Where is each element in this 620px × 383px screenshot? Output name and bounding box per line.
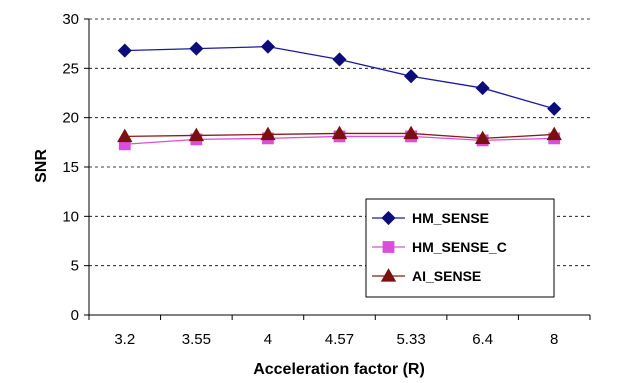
x-tick-label: 6.4 <box>472 331 493 348</box>
series-ai-sense <box>117 125 562 145</box>
x-tick-label: 3.2 <box>114 331 135 348</box>
legend-swatch-marker <box>382 241 395 253</box>
data-point-marker <box>475 81 490 96</box>
series-hm-sense <box>117 39 562 116</box>
y-axis-ticks: 0 5 10 15 20 25 30 <box>62 11 89 324</box>
data-point-marker <box>260 39 275 54</box>
x-axis-title: Acceleration factor (R) <box>253 361 425 378</box>
data-point-marker <box>546 126 562 141</box>
legend-label: AI_SENSE <box>412 268 481 284</box>
y-tick-label: 10 <box>62 208 79 225</box>
data-point-marker <box>404 69 419 84</box>
data-point-marker <box>188 127 205 142</box>
x-tick-label: 4.57 <box>325 331 354 348</box>
x-axis-ticks: 3.2 3.55 4 4.57 5.33 6.4 8 <box>88 315 591 348</box>
y-axis-title: SNR <box>33 149 50 183</box>
y-tick-label: 25 <box>62 60 79 77</box>
data-point-marker <box>117 43 132 58</box>
y-tick-label: 30 <box>62 11 79 28</box>
x-tick-label: 3.55 <box>182 331 211 348</box>
data-point-marker <box>117 128 133 143</box>
data-point-marker <box>547 101 562 116</box>
legend-swatch-marker <box>380 268 397 282</box>
y-tick-label: 15 <box>62 159 79 176</box>
legend-label: HM_SENSE_C <box>412 239 507 255</box>
y-tick-label: 0 <box>71 307 79 324</box>
legend-swatch-marker <box>381 210 396 226</box>
legend-box <box>365 198 555 298</box>
data-point-marker <box>332 52 347 67</box>
y-tick-label: 20 <box>62 110 79 127</box>
data-point-marker <box>403 125 419 140</box>
data-point-marker <box>474 130 491 145</box>
data-point-marker <box>189 41 204 56</box>
x-tick-label: 5.33 <box>396 331 425 348</box>
data-series <box>117 39 562 151</box>
data-point-marker <box>260 126 276 141</box>
x-tick-label: 8 <box>550 331 558 348</box>
x-tick-label: 4 <box>264 331 272 348</box>
legend-label: HM_SENSE <box>412 210 489 226</box>
legend: HM_SENSE HM_SENSE_C AI_SENSE <box>365 198 555 298</box>
y-tick-label: 5 <box>71 258 79 275</box>
data-point-marker <box>331 125 348 140</box>
